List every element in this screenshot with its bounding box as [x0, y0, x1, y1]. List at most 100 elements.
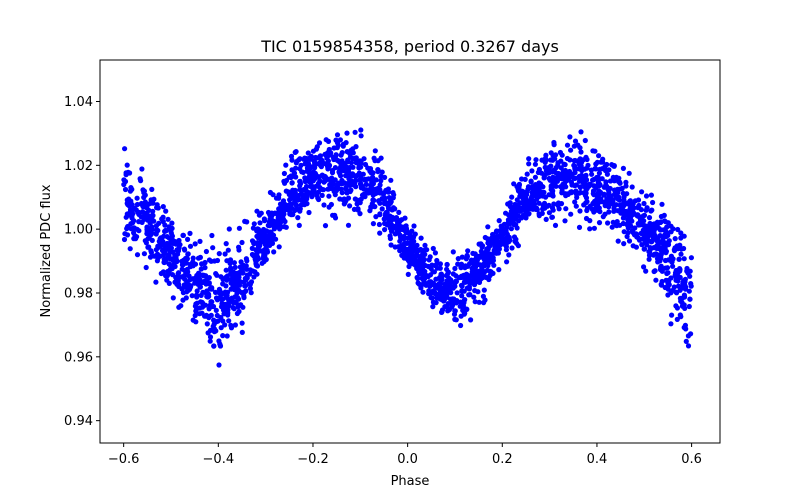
data-point: [138, 178, 144, 184]
data-point: [623, 183, 629, 189]
data-point: [131, 236, 137, 242]
data-point: [653, 277, 659, 283]
data-point: [207, 334, 214, 340]
data-point: [632, 198, 638, 204]
data-point: [242, 218, 248, 224]
data-point: [326, 146, 332, 153]
data-point: [375, 169, 381, 175]
data-point: [177, 242, 183, 248]
data-point: [336, 169, 342, 175]
data-point: [194, 288, 200, 294]
data-point: [649, 207, 655, 213]
data-point: [321, 175, 327, 181]
data-point: [509, 220, 515, 226]
data-point: [557, 149, 564, 156]
data-point: [624, 221, 630, 228]
data-point: [390, 195, 396, 201]
data-point: [660, 227, 667, 233]
data-point: [192, 312, 198, 319]
data-point: [464, 306, 470, 312]
data-point: [563, 178, 569, 184]
data-point: [676, 256, 682, 262]
data-point: [681, 245, 687, 252]
data-point: [392, 225, 398, 231]
data-point: [248, 290, 254, 296]
data-point: [357, 211, 363, 217]
data-point: [658, 239, 665, 245]
data-point: [270, 232, 277, 238]
data-point: [220, 318, 226, 324]
data-point: [171, 262, 177, 268]
data-point: [549, 214, 555, 220]
data-point: [465, 248, 471, 254]
data-point: [326, 204, 332, 210]
data-point: [377, 230, 383, 236]
data-point: [577, 184, 583, 190]
data-point: [172, 252, 178, 258]
data-point: [526, 161, 532, 167]
data-point: [508, 208, 514, 214]
data-point: [620, 165, 627, 171]
data-point: [311, 187, 317, 193]
data-point: [418, 246, 424, 253]
data-point: [396, 209, 402, 215]
data-point: [459, 263, 465, 269]
data-point: [222, 251, 228, 257]
data-point: [467, 278, 473, 284]
data-point: [345, 195, 352, 201]
data-point: [641, 222, 647, 229]
data-point: [499, 234, 505, 241]
data-point: [629, 184, 635, 190]
data-point: [334, 140, 341, 146]
data-point: [661, 212, 667, 218]
data-point: [576, 173, 583, 179]
data-point: [122, 186, 129, 193]
data-point: [678, 251, 684, 257]
data-point: [423, 282, 429, 288]
data-point: [609, 162, 615, 168]
data-point: [213, 307, 219, 313]
data-point: [520, 200, 527, 206]
data-point: [153, 279, 159, 285]
data-point: [541, 200, 548, 206]
data-point: [153, 227, 159, 233]
data-point: [445, 308, 451, 314]
data-point: [334, 132, 341, 138]
data-point: [506, 234, 512, 240]
data-point: [306, 209, 312, 216]
data-point: [356, 170, 362, 176]
data-point: [300, 169, 306, 175]
data-point: [181, 260, 187, 266]
data-point: [151, 253, 157, 259]
data-point: [619, 185, 625, 191]
data-point: [529, 168, 535, 174]
data-point: [626, 238, 633, 244]
data-point: [164, 255, 170, 261]
data-point: [183, 295, 189, 301]
data-point: [286, 207, 292, 213]
data-point: [494, 242, 500, 248]
data-point: [304, 201, 310, 207]
data-point: [572, 175, 578, 181]
data-point: [225, 247, 231, 253]
data-point: [305, 150, 311, 156]
data-point: [388, 177, 394, 183]
data-point: [292, 199, 298, 205]
x-axis-ticks: −0.6 −0.4 −0.2 0.0 0.2 0.4 0.6: [108, 443, 702, 467]
data-point: [601, 199, 608, 205]
data-point: [370, 221, 376, 227]
data-point: [210, 303, 217, 310]
data-point: [276, 208, 282, 214]
data-point: [568, 147, 574, 153]
data-point: [362, 194, 368, 200]
data-point: [491, 262, 497, 268]
data-point: [182, 276, 188, 282]
data-point: [515, 243, 522, 249]
data-point: [306, 169, 312, 175]
data-point: [326, 193, 332, 199]
data-point: [239, 329, 245, 335]
data-point: [688, 255, 695, 261]
data-point: [249, 238, 256, 244]
data-point: [186, 273, 192, 279]
y-tick-label: 1.02: [64, 159, 93, 174]
